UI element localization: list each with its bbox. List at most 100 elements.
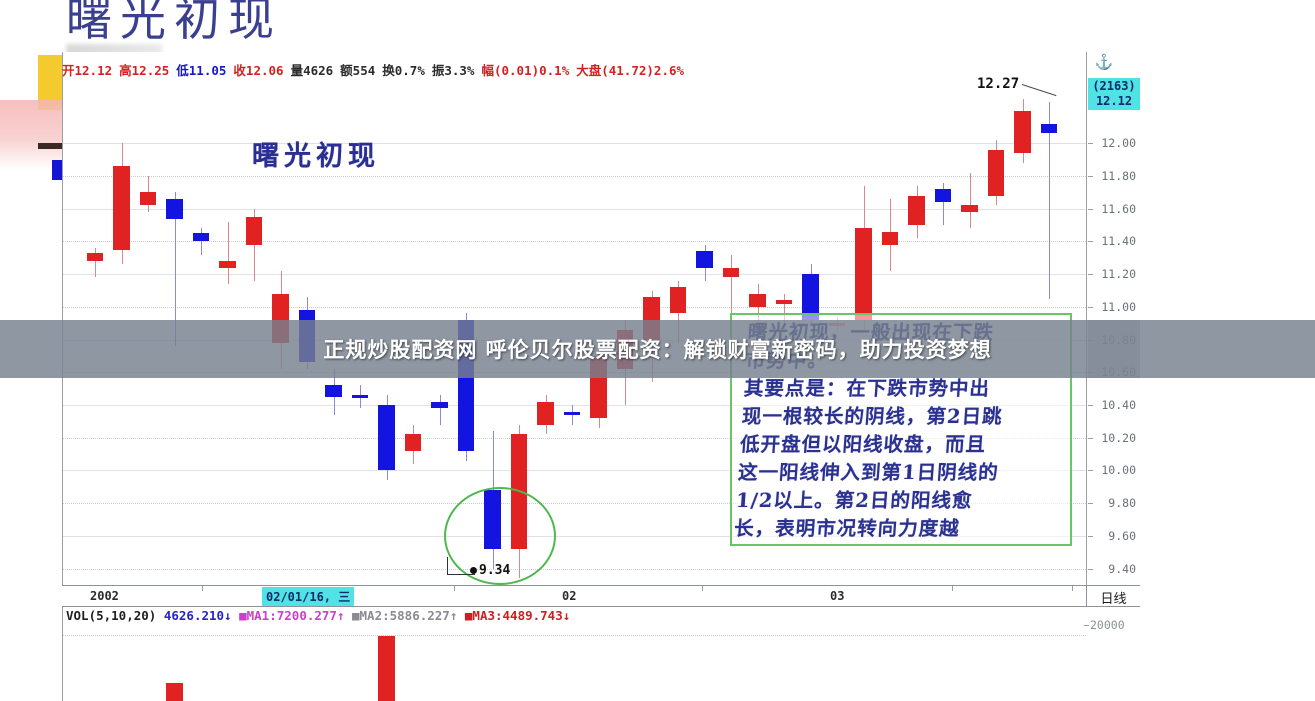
candle-body[interactable] (245, 216, 263, 245)
candle-body[interactable] (802, 274, 819, 320)
candle-body[interactable] (537, 401, 554, 425)
price-gridline-4 (63, 274, 1086, 276)
candle-body[interactable] (378, 405, 395, 471)
candle-wick (227, 221, 229, 284)
pattern-highlight-circle (444, 487, 556, 585)
candle-body[interactable] (192, 233, 210, 242)
quote-item-4: 量4626 (290, 63, 334, 78)
date-tick-2 (702, 586, 703, 591)
candle-body[interactable] (881, 231, 899, 245)
period-label[interactable]: 日线 (1086, 586, 1140, 607)
quote-bar: 开12.12 高12.25 低11.05 收12.06 量4626 额554 换0.7% 振3… (62, 60, 1077, 86)
volume-ma-3: ■MA3:4489.743↓ (464, 608, 571, 623)
price-tick-2: 11.60 (1088, 202, 1140, 216)
price-tick-5: 11.00 (1088, 300, 1140, 314)
low-price-annotation: 9.34 (479, 563, 511, 578)
candle-body[interactable] (86, 252, 104, 262)
price-tick-12: 9.60 (1088, 529, 1140, 543)
dark-bar-swatch (38, 143, 62, 149)
candle-body[interactable] (1040, 123, 1058, 134)
date-axis[interactable]: 日线 2002 02 03 02/01/16, 三 (62, 585, 1140, 607)
price-gridline-3 (63, 241, 1086, 243)
candle-body[interactable] (775, 300, 793, 304)
candle-wick (201, 228, 203, 255)
price-tick-10: 10.00 (1088, 463, 1140, 477)
low-price-leader-line (447, 557, 475, 575)
volume-ma-2: ■MA2:5886.227↑ (352, 608, 465, 623)
candle-wick (969, 172, 971, 229)
candle-body[interactable] (961, 205, 978, 212)
price-gridline-0 (63, 143, 1086, 145)
quote-item-7: 振3.3% (431, 63, 475, 78)
price-axis-count: (2163) (1092, 79, 1136, 93)
candle-body[interactable] (431, 401, 448, 409)
quote-item-9: 大盘(41.72)2.6% (576, 63, 685, 78)
price-gridline-12 (63, 535, 1086, 537)
price-gridline-1 (63, 175, 1086, 177)
high-price-annotation: 12.27 (977, 76, 1020, 92)
price-axis-price: 12.12 (1095, 94, 1133, 108)
candle-body[interactable] (987, 149, 1005, 196)
price-gridline-11 (63, 503, 1086, 505)
candle-wick (95, 247, 97, 278)
volume-current-value: 4626.210↓ (163, 608, 240, 623)
quote-item-6: 换0.7% (382, 63, 425, 78)
candle-body[interactable] (563, 411, 581, 415)
price-tick-0: 12.00 (1088, 136, 1140, 150)
candle-body[interactable] (1014, 110, 1031, 154)
candle-wick (572, 405, 574, 425)
candle-body[interactable] (696, 251, 713, 268)
volume-indicator-header: VOL(5,10,20) 4626.210↓ ■MA1:7200.277↑ ■M… (66, 608, 570, 623)
blue-square-swatch (52, 160, 64, 180)
quote-item-1: 高12.25 (119, 63, 170, 78)
candle-wick (731, 254, 733, 314)
price-axis[interactable]: ⚓ (2163) 12.12 12.00 11.80 11.60 11.40 11.20… (1086, 52, 1140, 585)
price-gridline-13 (63, 568, 1086, 570)
candle-body[interactable] (113, 166, 130, 250)
price-gridline-5 (63, 306, 1086, 308)
candle-body[interactable] (219, 261, 236, 268)
quote-item-5: 额554 (340, 63, 376, 78)
volume-bar[interactable] (378, 636, 395, 701)
price-gridline-9 (63, 437, 1086, 439)
quote-item-2: 低11.05 (176, 63, 227, 78)
price-tick-9: 10.20 (1088, 431, 1140, 445)
quote-item-0: 开12.12 (62, 63, 113, 78)
price-tick-13: 9.40 (1088, 562, 1140, 576)
candle-body[interactable] (166, 198, 183, 219)
candle-body[interactable] (351, 395, 369, 399)
candle-body[interactable] (749, 293, 766, 307)
date-label-2: 03 (830, 589, 845, 603)
candle-body[interactable] (669, 287, 687, 314)
volume-header-label: VOL(5,10,20) (66, 608, 164, 623)
chart-watermark: 曙光初现 (252, 141, 380, 172)
candle-wick (439, 395, 441, 425)
page-title: 曙光初现 (66, 0, 282, 46)
quote-item-3: 收12.06 (233, 63, 284, 78)
candle-body[interactable] (908, 195, 925, 226)
date-tick-1 (454, 586, 455, 591)
volume-bar[interactable] (166, 683, 183, 701)
candle-body[interactable] (404, 434, 422, 451)
date-label-1: 02 (562, 589, 577, 603)
date-tick-3 (952, 586, 953, 591)
candle-body[interactable] (325, 385, 342, 397)
anchor-icon[interactable]: ⚓ (1094, 54, 1114, 71)
price-axis-highlight: (2163) 12.12 (1088, 78, 1140, 110)
bottom-left-pad (0, 607, 62, 701)
date-tick-0 (202, 586, 203, 591)
candle-wick (784, 293, 786, 330)
candle-body[interactable] (855, 228, 872, 320)
pink-gradient-swatch (0, 100, 62, 170)
price-gridline-2 (63, 208, 1086, 210)
volume-ma-1: ■MA1:7200.277↑ (239, 608, 352, 623)
candle-body[interactable] (722, 267, 740, 278)
price-tick-1: 11.80 (1088, 169, 1140, 183)
candle-wick (1049, 102, 1051, 299)
candle-body[interactable] (139, 192, 157, 206)
volume-chart-plot[interactable] (63, 626, 1086, 701)
ad-banner-text[interactable]: 正规炒股配资网 呼伦贝尔股票配资：解锁财富新密码，助力投资梦想 (323, 338, 992, 362)
candle-wick (174, 192, 176, 347)
candle-body[interactable] (934, 189, 952, 203)
volume-gridline (63, 635, 1086, 636)
